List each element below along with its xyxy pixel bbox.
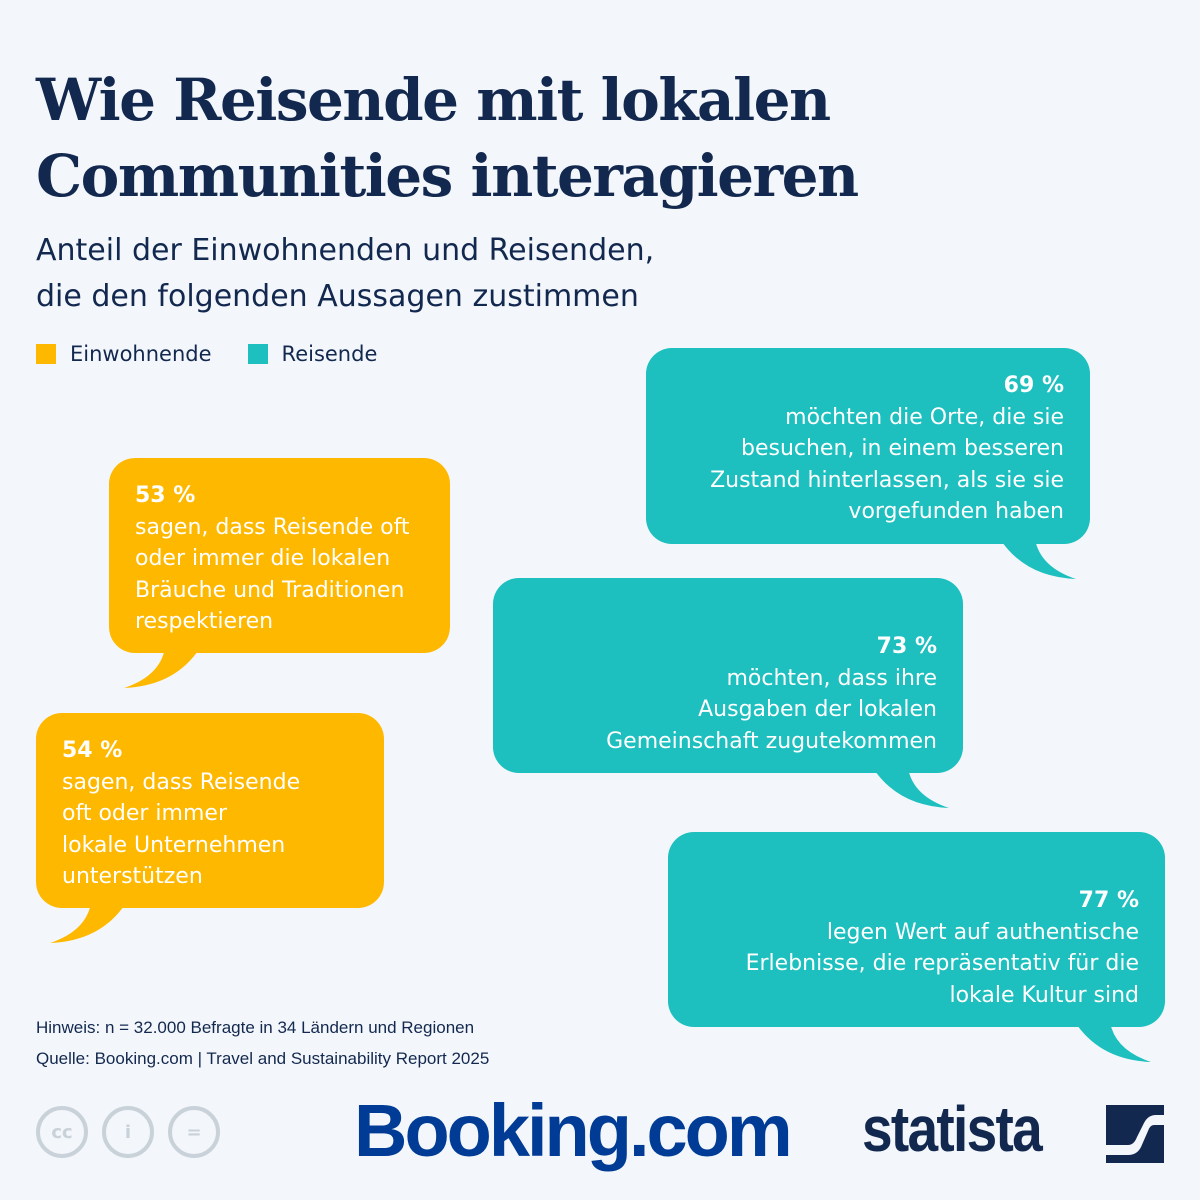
bubble-text: lokale Unternehmen [62,832,286,858]
note-hinweis: Hinweis: n = 32.000 Befragte in 34 Lände… [36,1018,475,1037]
booking-logo: Booking.com [354,1089,793,1172]
bubble-text: oder immer die lokalen [135,546,391,571]
bubble-text: Zustand hinterlassen, als sie sie [710,467,1064,493]
license-icons: cc i = [36,1106,220,1158]
note-source: Quelle: Booking.com | Travel and Sustain… [36,1049,490,1068]
bubble-tail [124,648,200,688]
speech-bubble-54: 54 % sagen, dass Reisende oft oder immer… [36,713,384,908]
page-title: Wie Reisende mit lokalen Communities int… [36,62,859,214]
bubble-text: oft oder immer [62,801,227,826]
legend: Einwohnende Reisende [36,342,377,366]
bubble-percent: 53 % [135,483,196,508]
speech-bubble-77: 77 % legen Wert auf authentische Erlebni… [668,832,1165,1027]
title-line: Communities interagieren [36,142,859,210]
speech-bubble-53: 53 % sagen, dass Reisende oft oder immer… [109,458,450,653]
subtitle: Anteil der Einwohnenden und Reisenden, d… [36,228,654,320]
bubble-text: sagen, dass Reisende [62,769,301,795]
bubble-percent: 73 % [876,634,937,659]
bubble-text: Erlebnisse, die repräsentativ für die [745,951,1139,976]
speech-bubble-69: 69 % möchten die Orte, die sie besuchen,… [646,348,1090,544]
bubble-text: legen Wert auf authentische [826,919,1139,945]
subtitle-line: die den folgenden Aussagen zustimmen [36,279,639,314]
attribution-icon: i [102,1106,154,1158]
cc-icon: cc [36,1106,88,1158]
bubble-percent: 54 % [62,738,123,763]
speech-bubble-73: 73 % möchten, dass ihre Ausgaben der lok… [493,578,963,773]
bubble-text: Gemeinschaft zugutekommen [606,728,937,754]
legend-label: Reisende [281,342,378,366]
bubble-text: Ausgaben der lokalen [698,697,937,722]
legend-swatch [247,344,268,364]
legend-swatch [36,344,56,364]
bubble-tail [1000,539,1076,579]
bubble-text: Bräuche und Traditionen [135,577,405,603]
bubble-tail [50,903,126,943]
title-line: Wie Reisende mit lokalen [36,66,831,134]
bubble-text: unterstützen [62,864,203,889]
bubble-text: lokale Kultur sind [949,982,1139,1008]
bubble-text: sagen, dass Reisende oft [135,514,410,540]
bubble-text: respektieren [135,609,274,634]
statista-mark-icon [1106,1105,1164,1163]
bubble-text: besuchen, in einem besseren [740,436,1064,461]
bubble-tail [1075,1022,1151,1062]
statista-logo: statista [862,1093,1043,1165]
bubble-text: möchten, dass ihre [726,665,937,691]
bubble-percent: 77 % [1078,888,1139,913]
bubble-text: vorgefunden haben [848,499,1064,524]
bubble-percent: 69 % [1003,373,1064,398]
bubble-tail [873,768,949,808]
legend-item-einwohnende: Einwohnende [36,342,212,366]
no-derivatives-icon: = [168,1106,220,1158]
subtitle-line: Anteil der Einwohnenden und Reisenden, [36,233,655,268]
notes: Hinweis: n = 32.000 Befragte in 34 Lände… [36,1012,489,1074]
legend-item-reisende: Reisende [247,342,378,366]
legend-label: Einwohnende [70,342,212,366]
bubble-text: möchten die Orte, die sie [785,404,1064,430]
